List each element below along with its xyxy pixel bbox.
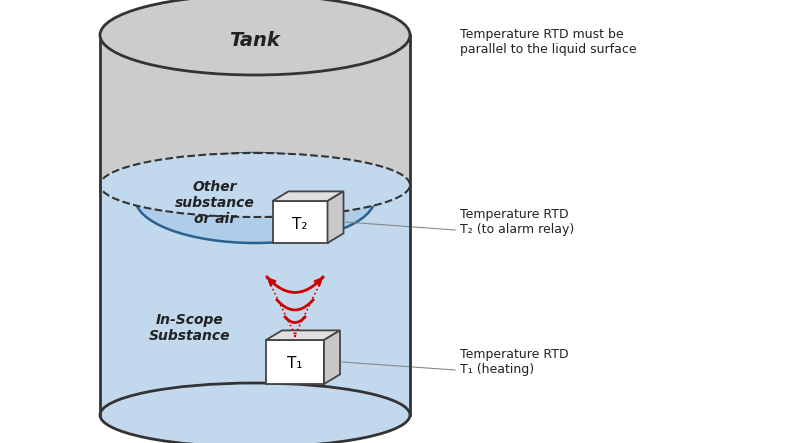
- Ellipse shape: [100, 0, 410, 75]
- Text: Temperature RTD
T₂ (to alarm relay): Temperature RTD T₂ (to alarm relay): [460, 208, 574, 236]
- Text: T₂: T₂: [292, 217, 308, 232]
- Polygon shape: [100, 185, 410, 415]
- Text: Other
substance
or air: Other substance or air: [175, 180, 255, 226]
- Text: T₁: T₁: [288, 357, 303, 372]
- Polygon shape: [272, 201, 328, 243]
- Polygon shape: [266, 340, 324, 384]
- Ellipse shape: [100, 383, 410, 443]
- Text: In-Scope
Substance: In-Scope Substance: [149, 313, 231, 343]
- Polygon shape: [100, 35, 410, 415]
- Polygon shape: [328, 191, 344, 243]
- Ellipse shape: [135, 153, 375, 243]
- Polygon shape: [324, 330, 340, 384]
- Ellipse shape: [100, 153, 410, 217]
- Text: Tank: Tank: [229, 31, 280, 50]
- Polygon shape: [272, 191, 344, 201]
- Text: Temperature RTD must be
parallel to the liquid surface: Temperature RTD must be parallel to the …: [460, 28, 637, 56]
- Text: Temperature RTD
T₁ (heating): Temperature RTD T₁ (heating): [460, 348, 569, 376]
- Polygon shape: [266, 330, 340, 340]
